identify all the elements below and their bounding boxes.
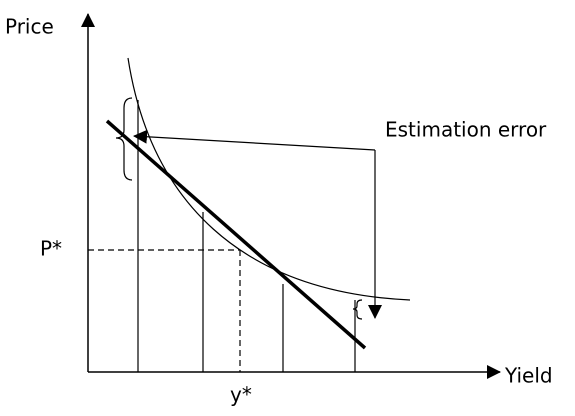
annotation: Estimation error — [385, 118, 547, 142]
brace — [352, 299, 363, 320]
annotation-arrows — [133, 129, 382, 319]
axes — [81, 13, 501, 379]
p-star-label: P* — [40, 237, 62, 261]
braces — [115, 97, 363, 320]
y-star-label: y* — [230, 383, 252, 407]
tangent-line — [105, 119, 367, 350]
y-axis-label: Price — [5, 15, 54, 39]
brace — [115, 97, 133, 181]
x-axis-label: Yield — [504, 364, 553, 388]
price-curve — [127, 57, 411, 301]
arrow — [133, 129, 376, 151]
reference-lines — [88, 249, 241, 372]
vertical-lines — [137, 100, 356, 372]
